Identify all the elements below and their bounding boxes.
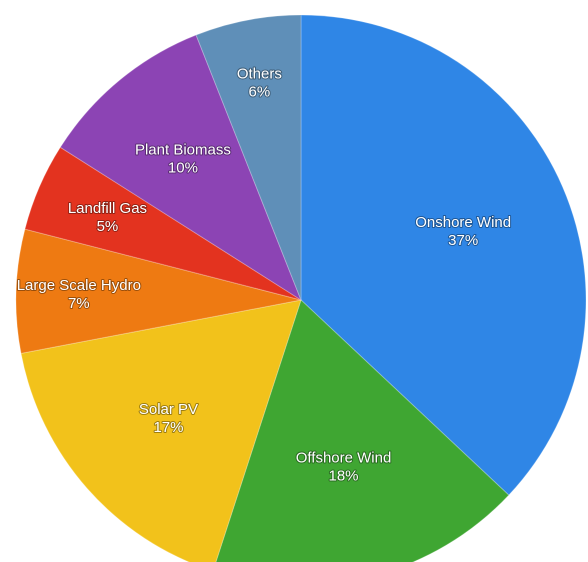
pie-slice-solar-pv — [20, 299, 302, 562]
slice-label-landfill-gas: Landfill Gas — [68, 200, 147, 217]
slice-value-landfill-gas: 5% — [97, 218, 119, 235]
pie-slice-offshore-wind — [215, 299, 510, 562]
pie-slices — [15, 14, 587, 562]
slice-value-offshore-wind: 18% — [329, 468, 359, 485]
slice-label-solar-pv: Solar PV — [139, 401, 198, 418]
pie-slice-landfill-gas — [24, 146, 302, 301]
slice-label-plant-biomass: Plant Biomass — [135, 141, 231, 158]
slice-value-large-scale-hydro: 7% — [68, 295, 90, 312]
pie-slice-onshore-wind — [300, 14, 587, 496]
slice-value-solar-pv: 17% — [153, 419, 183, 436]
slice-label-offshore-wind: Offshore Wind — [296, 450, 392, 467]
slice-label-large-scale-hydro: Large Scale Hydro — [17, 277, 141, 294]
slice-label-onshore-wind: Onshore Wind — [415, 214, 511, 231]
slice-value-plant-biomass: 10% — [168, 159, 198, 176]
pie-slice-large-scale-hydro — [15, 228, 302, 354]
slice-value-onshore-wind: 37% — [448, 232, 478, 249]
pie-slice-plant-biomass — [59, 34, 303, 302]
pie-slice-others — [195, 14, 302, 301]
slice-label-others: Others — [237, 66, 282, 83]
slice-value-others: 6% — [249, 84, 271, 101]
